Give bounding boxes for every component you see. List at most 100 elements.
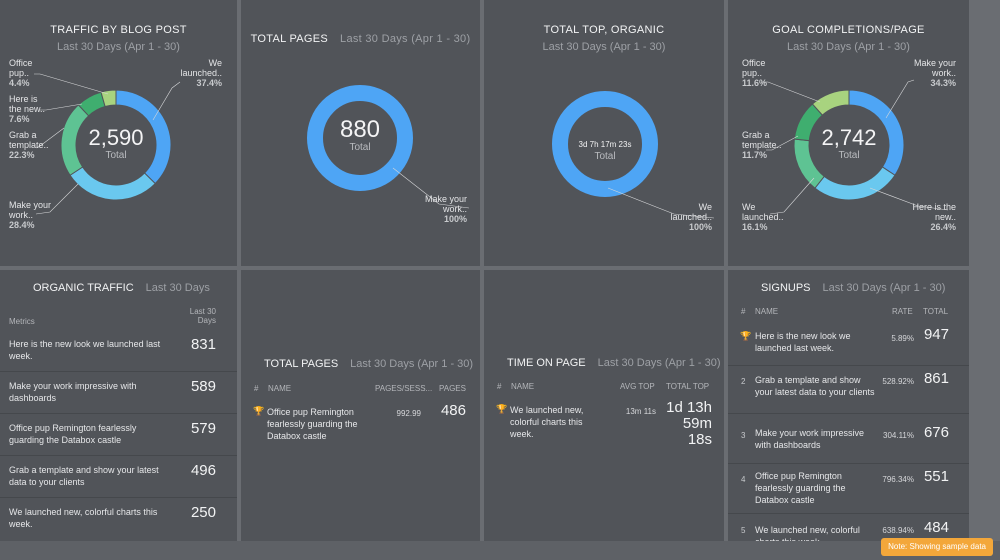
donut-total-label: Total [105,150,127,161]
leader-line [869,187,949,211]
card-subtitle: Last 30 Days (Apr 1 - 30) [340,33,471,45]
table-row[interactable]: 4 Office pup Remington fearlessly guardi… [728,464,969,514]
table-row[interactable]: 2 Grab a template and show your latest d… [728,366,969,414]
row-name: Office pup Remington fearlessly guarding… [267,407,358,441]
card-title: TIME ON PAGE [507,357,586,369]
traffic-donut-chart [34,73,181,215]
card-subtitle: Last 30 Days [145,282,210,294]
row-rank: 4 [741,475,746,484]
slice-pct: 16.1% [742,222,768,232]
table-row[interactable]: Office pup Remington fearlessly guarding… [0,414,237,456]
col-header-pages: PAGES [439,384,466,393]
table-row[interactable]: Make your work impressive with dashboard… [0,372,237,414]
table-row[interactable]: 🏆 Here is the new look we launched last … [728,320,969,366]
slice-pct: 11.7% [742,150,768,160]
slice-label: We launched.. 16.1% [742,202,788,232]
row-name: We launched new, colorful charts this we… [9,507,158,529]
row-total: 861 [923,370,949,387]
col-header-total-top: TOTAL TOP [666,382,710,391]
donut-total: 2,742 [821,125,877,150]
card-header: SIGNUPS Last 30 Days (Apr 1 - 30) [761,282,945,294]
col-header-metrics: Metrics [9,317,35,326]
table-row[interactable]: Here is the new look we launched last we… [0,330,237,372]
row-rate: 638.94% [882,526,914,535]
col-header-rate: RATE [892,307,913,316]
slice-pct: 100% [443,214,467,224]
card-title: SIGNUPS [761,282,811,294]
slice-label: Office pup.. 4.4% [9,58,39,88]
table-row[interactable]: 🏆 We launched new, colorful charts this … [484,395,724,455]
col-header-name: NAME [511,382,535,391]
slice-label: We launched.. 100% [664,202,712,232]
trophy-icon: 🏆 [496,404,508,414]
slice-name: We launched.. [742,202,784,222]
table-row[interactable]: 3 Make your work impressive with dashboa… [728,414,969,464]
slice-label: Make your work.. 100% [421,194,467,224]
slice-pct: 4.4% [9,78,30,88]
slice-label: Grab a template.. 11.7% [742,130,786,160]
row-pages: 486 [440,402,466,419]
leader-line [766,135,799,151]
slice-name: We launched.. [670,202,712,222]
slice-pct: 22.3% [9,150,35,160]
signups-card: SIGNUPS Last 30 Days (Apr 1 - 30) # NAME … [728,270,969,541]
table-row[interactable]: Grab a template and show your latest dat… [0,456,237,498]
slice-name: Make your work.. [424,194,467,214]
card-header: TOTAL PAGES Last 30 Days (Apr 1 - 30) [241,33,480,45]
slice-pct: 100% [688,222,712,232]
row-avg-top: 13m 11s [625,407,656,416]
card-header: TOTAL PAGES Last 30 Days (Apr 1 - 30) [264,358,473,370]
leader-line [35,127,65,149]
slice-name: Make your work.. [913,58,956,78]
card-header: ORGANIC TRAFFIC Last 30 Days [33,282,210,294]
row-name: Grab a template and show your latest dat… [755,375,875,397]
leader-line [607,187,715,219]
row-rank: 5 [741,526,746,535]
donut-slice[interactable] [811,89,850,116]
donut-total-label: Total [594,151,616,162]
row-name: Here is the new look we launched last we… [755,331,851,353]
slice-name: Here is the new.. [9,94,46,114]
donut-total: 2,590 [88,125,144,150]
leader-line [769,177,815,215]
row-rank: 2 [741,377,746,386]
row-value: 250 [190,504,216,521]
row-total: 551 [923,468,949,485]
slice-label: Office pup.. 11.6% [742,58,772,88]
table-row[interactable]: 🏆 Office pup Remington fearlessly guardi… [241,397,480,445]
row-total-top: 18s [687,431,712,448]
donut-slice[interactable] [814,166,896,201]
slice-pct: 7.6% [9,114,30,124]
row-total: 676 [923,424,949,441]
trophy-icon: 🏆 [253,406,265,416]
row-total: 947 [923,326,949,343]
row-name: Office pup Remington fearlessly guarding… [9,423,137,445]
total-pages-table-card: TOTAL PAGES Last 30 Days (Apr 1 - 30) # N… [241,270,480,541]
row-total-top: 59m [682,415,712,432]
trophy-icon: 🏆 [740,331,752,341]
slice-pct: 26.4% [930,222,956,232]
col-header-avg-top: AVG TOP [620,382,655,391]
slice-label: Make your work.. 28.4% [9,200,54,230]
card-subtitle: Last 30 Days (Apr 1 - 30) [787,41,910,53]
total-pages-donut-card: TOTAL PAGES Last 30 Days (Apr 1 - 30) 880… [241,0,480,266]
donut-slice[interactable] [69,166,156,201]
table-row[interactable]: We launched new, colorful charts this we… [0,498,237,540]
slice-name: Office pup.. [742,58,766,78]
row-value: 579 [190,420,216,437]
donut-total-label: Total [838,150,860,161]
card-title: TOTAL PAGES [250,33,329,45]
slice-name: We launched.. [180,58,222,78]
row-value: 831 [190,336,216,353]
donut-total: 880 [339,116,381,143]
donut-total-label: Total [349,142,371,153]
sample-data-badge[interactable]: Note: Showing sample data [881,538,993,556]
card-subtitle: Last 30 Days (Apr 1 - 30) [542,41,666,53]
table-row[interactable]: 5 We launched new, colorful charts this … [728,514,969,541]
slice-name: Here is the new.. [912,202,956,222]
donut-slice[interactable] [100,89,117,108]
slice-pct: 11.6% [742,78,768,88]
row-name: Make your work impressive with dashboard… [755,428,865,450]
col-header-hash: # [254,384,259,393]
row-name: We launched new, colorful charts this we… [510,405,584,439]
